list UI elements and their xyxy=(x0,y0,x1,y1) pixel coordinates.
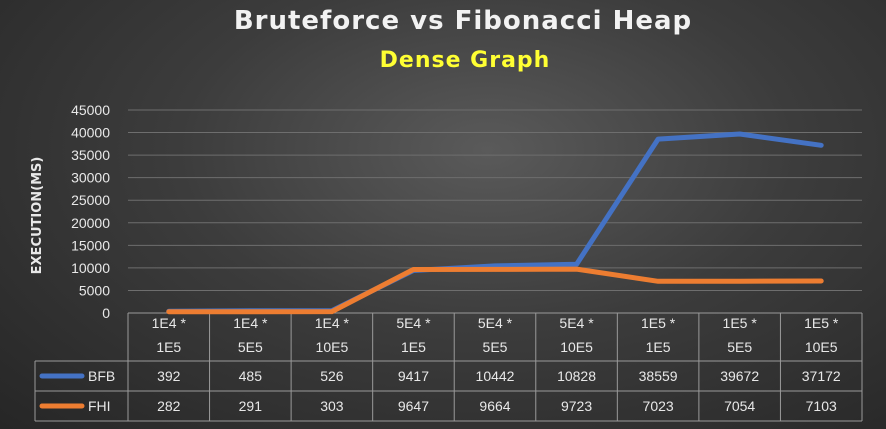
x-tick-label: 5E4 * xyxy=(478,315,513,331)
y-tick-label: 30000 xyxy=(71,170,110,186)
y-tick-label: 5000 xyxy=(79,282,110,298)
data-table-cell: 9664 xyxy=(479,398,510,414)
x-tick-label: 1E5 xyxy=(646,339,671,355)
x-tick-label: 5E5 xyxy=(727,339,752,355)
x-tick-label: 1E5 * xyxy=(641,315,676,331)
data-table-cell: 485 xyxy=(239,368,263,384)
x-tick-label: 1E4 * xyxy=(315,315,350,331)
data-table-cell: 7023 xyxy=(643,398,674,414)
x-tick-label: 5E4 * xyxy=(396,315,431,331)
y-tick-label: 40000 xyxy=(71,125,110,141)
y-tick-label: 45000 xyxy=(71,102,110,118)
data-table-cell: 9417 xyxy=(398,368,429,384)
data-table-cell: 10828 xyxy=(557,368,596,384)
x-tick-label: 1E5 xyxy=(401,339,426,355)
x-tick-label: 1E4 * xyxy=(233,315,268,331)
legend-label: FHI xyxy=(88,398,111,414)
data-table-cell: 10442 xyxy=(476,368,515,384)
y-tick-label: 10000 xyxy=(71,260,110,276)
data-table-cell: 303 xyxy=(320,398,344,414)
y-tick-label: 25000 xyxy=(71,192,110,208)
x-tick-label: 5E5 xyxy=(238,339,263,355)
x-tick-label: 10E5 xyxy=(316,339,349,355)
y-tick-label: 15000 xyxy=(71,237,110,253)
data-table-cell: 39672 xyxy=(720,368,759,384)
data-table-cell: 291 xyxy=(239,398,263,414)
data-table-cell: 392 xyxy=(157,368,181,384)
x-tick-label: 1E5 * xyxy=(804,315,839,331)
series-line-fhi xyxy=(166,266,824,315)
y-tick-label: 35000 xyxy=(71,147,110,163)
x-tick-label: 10E5 xyxy=(805,339,838,355)
x-tick-label: 1E4 * xyxy=(152,315,187,331)
y-tick-label: 0 xyxy=(102,305,110,321)
x-tick-label: 10E5 xyxy=(560,339,593,355)
x-tick-label: 1E5 * xyxy=(723,315,758,331)
data-table-cell: 9647 xyxy=(398,398,429,414)
x-tick-label: 1E5 xyxy=(156,339,181,355)
data-table-cell: 37172 xyxy=(802,368,841,384)
y-axis-label: EXECUTION(MS) xyxy=(30,157,45,275)
x-tick-label: 5E5 xyxy=(483,339,508,355)
data-table-cell: 7103 xyxy=(806,398,837,414)
data-table-cell: 526 xyxy=(320,368,344,384)
y-tick-label: 20000 xyxy=(71,215,110,231)
chart-subtitle: Dense Graph xyxy=(379,48,551,73)
chart-title: Bruteforce vs Fibonacci Heap xyxy=(233,6,693,36)
data-table-cell: 38559 xyxy=(639,368,678,384)
data-table-cell: 282 xyxy=(157,398,181,414)
legend-label: BFB xyxy=(88,368,115,384)
data-table-cell: 7054 xyxy=(724,398,755,414)
data-table-cell: 9723 xyxy=(561,398,592,414)
x-tick-label: 5E4 * xyxy=(559,315,594,331)
